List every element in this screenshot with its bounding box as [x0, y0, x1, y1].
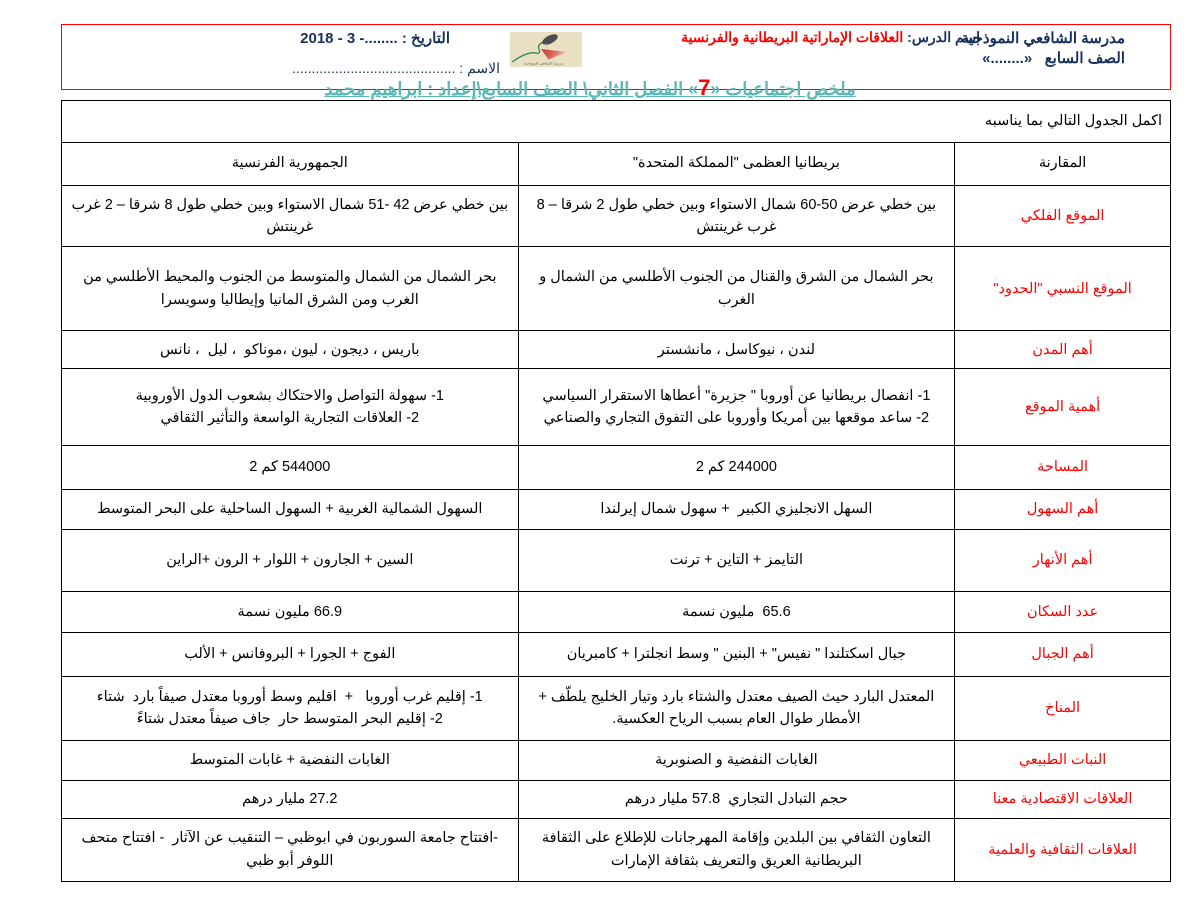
svg-text:مدرسة الشافعي النموذجية: مدرسة الشافعي النموذجية — [524, 61, 563, 66]
